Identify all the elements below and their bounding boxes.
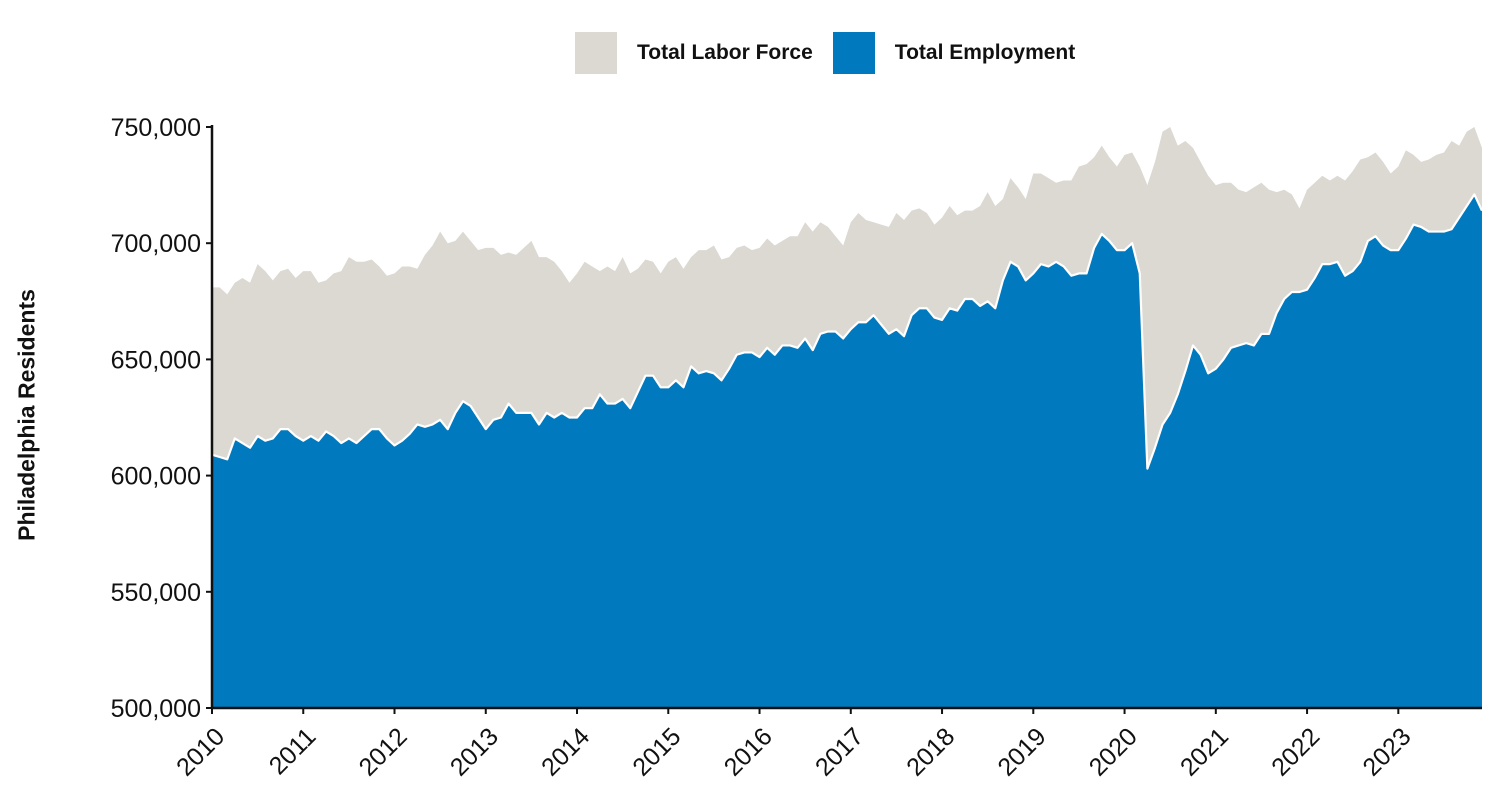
x-tick-label: 2017 xyxy=(810,722,869,781)
x-tick-label: 2019 xyxy=(992,722,1051,781)
x-tick-label: 2020 xyxy=(1084,722,1143,781)
x-tick-label: 2012 xyxy=(354,722,413,781)
x-tick-label: 2022 xyxy=(1266,722,1325,781)
x-tick-label: 2015 xyxy=(627,722,686,781)
x-tick-label: 2011 xyxy=(264,722,322,780)
y-tick-label: 500,000 xyxy=(111,695,201,723)
y-tick-label: 600,000 xyxy=(111,463,201,491)
y-tick-label: 750,000 xyxy=(111,114,201,142)
legend-swatch-employment xyxy=(832,32,875,74)
x-tick-label: 2023 xyxy=(1357,722,1416,781)
x-tick-label: 2014 xyxy=(536,722,595,781)
x-tick-label: 2018 xyxy=(901,722,960,781)
x-tick-label: 2016 xyxy=(719,722,778,781)
legend-label-employment: Total Employment xyxy=(894,41,1076,64)
legend-swatch-labor-force xyxy=(575,32,617,74)
legend: Total Labor Force Total Employment xyxy=(575,32,1095,74)
legend-item-labor-force: Total Labor Force xyxy=(575,32,813,74)
x-tick-label: 2013 xyxy=(445,722,504,781)
y-tick-label: 650,000 xyxy=(111,346,201,374)
series-line-employment xyxy=(211,193,1483,470)
x-tick-label: 2010 xyxy=(171,722,230,781)
series-area-employment xyxy=(212,194,1482,708)
y-tick-label: 700,000 xyxy=(111,230,201,258)
y-tick-label: 550,000 xyxy=(111,579,201,607)
legend-item-employment: Total Employment xyxy=(832,32,1076,74)
x-tick-label: 2021 xyxy=(1175,722,1234,781)
legend-label-labor-force: Total Labor Force xyxy=(637,41,813,64)
